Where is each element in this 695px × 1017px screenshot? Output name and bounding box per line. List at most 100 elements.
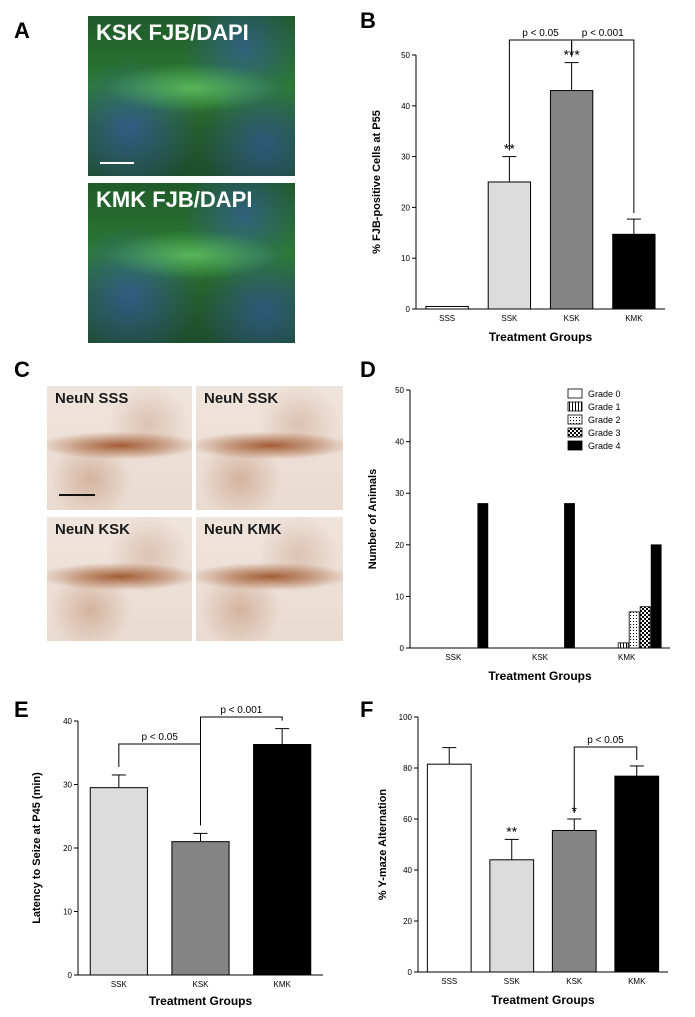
- chart-f-ymaze-alternation: 0 20 40 60 80 100 % Y-maze Alternation Treatmen…: [377, 713, 668, 1007]
- bar-ssk-grade-4: [477, 503, 489, 649]
- panel-letter-a: A: [14, 18, 30, 43]
- legend-swatch: [567, 414, 583, 425]
- x-tick-label: SSK: [445, 653, 462, 662]
- y-tick-label: 0: [406, 305, 411, 314]
- panel-letter-e: E: [14, 697, 29, 722]
- bar-kmk-grade-3: [639, 606, 651, 649]
- micrograph-label: KMK FJB/DAPI: [96, 187, 253, 212]
- bar-kmk-grade-2: [628, 611, 640, 649]
- x-tick-label: KMK: [628, 977, 646, 986]
- x-axis-label: Treatment Groups: [491, 993, 595, 1007]
- bar-ssk: [89, 787, 148, 976]
- micrograph-label: KSK FJB/DAPI: [96, 20, 249, 45]
- bar-ssk: [487, 181, 532, 310]
- x-tick-label: SSK: [501, 314, 518, 323]
- y-tick-label: 0: [68, 971, 73, 980]
- x-tick-label: KSK: [566, 977, 583, 986]
- y-tick-label: 20: [403, 917, 412, 926]
- x-tick-label: SSK: [111, 980, 128, 989]
- bar-sss: [426, 763, 472, 973]
- chart-e-seizure-latency: 0 10 20 30 40 Latency to Seize at P45 (min) Tr…: [31, 705, 323, 1008]
- y-tick-label: 30: [401, 153, 410, 162]
- fjb-micrograph-kmk: KMK FJB/DAPI: [88, 183, 295, 343]
- x-tick-label: SSS: [441, 977, 457, 986]
- chart-b-fjb-positive-cells: 0 10 20 30 40 50 % FJB-positive Cells at P55 Tr…: [371, 28, 665, 344]
- y-axis-label: % Y-maze Alternation: [377, 789, 389, 901]
- y-tick-label: 40: [401, 102, 410, 111]
- bar-ksk: [171, 841, 230, 976]
- y-axis-label: Number of Animals: [367, 469, 379, 569]
- y-tick-label: 100: [399, 713, 413, 722]
- legend-label: Grade 1: [588, 402, 621, 412]
- y-tick-label: 80: [403, 764, 412, 773]
- legend-label: Grade 4: [588, 441, 621, 451]
- bar-kmk: [614, 775, 660, 973]
- comparison-label: p < 0.05: [522, 28, 559, 39]
- bar-kmk: [253, 743, 312, 976]
- x-tick-label: KSK: [564, 314, 581, 323]
- x-tick-label: KSK: [192, 980, 209, 989]
- y-tick-label: 20: [401, 203, 410, 212]
- legend-label: Grade 3: [588, 428, 621, 438]
- y-tick-label: 20: [395, 541, 404, 550]
- comparison-bracket: [573, 746, 638, 813]
- x-axis-label: Treatment Groups: [488, 669, 592, 683]
- comparison-bracket: [200, 716, 283, 826]
- comparison-label: p < 0.001: [582, 28, 624, 39]
- comparison-label: p < 0.001: [220, 705, 262, 716]
- micrograph-label: NeuN SSK: [204, 390, 279, 407]
- legend-swatch: [567, 427, 583, 438]
- comparison-bracket: [571, 39, 635, 214]
- neun-micrograph-sss: NeuN SSS: [47, 386, 192, 510]
- x-tick-label: KMK: [273, 980, 291, 989]
- x-tick-label: KMK: [625, 314, 643, 323]
- y-axis-label: Latency to Seize at P45 (min): [31, 772, 43, 924]
- y-tick-label: 0: [400, 644, 405, 653]
- legend-label: Grade 2: [588, 415, 621, 425]
- panel-letter-d: D: [360, 357, 376, 382]
- y-tick-label: 10: [401, 254, 410, 263]
- panel-letter-b: B: [360, 8, 376, 33]
- y-tick-label: 30: [63, 781, 72, 790]
- y-tick-label: 20: [63, 844, 72, 853]
- x-axis-label: Treatment Groups: [489, 330, 593, 344]
- scale-bar: [100, 162, 134, 164]
- y-tick-label: 50: [395, 386, 404, 395]
- y-tick-label: 10: [63, 908, 72, 917]
- x-tick-label: KSK: [532, 653, 549, 662]
- bar-kmk: [612, 233, 656, 310]
- legend-swatch: [567, 401, 583, 412]
- micrograph-label: NeuN SSS: [55, 390, 129, 407]
- scale-bar: [59, 494, 95, 496]
- y-tick-label: 60: [403, 815, 412, 824]
- y-axis-label: % FJB-positive Cells at P55: [371, 110, 383, 254]
- bar-ksk: [551, 829, 597, 973]
- bar-sss: [425, 305, 469, 310]
- neun-micrograph-ssk: NeuN SSK: [196, 386, 343, 510]
- comparison-label: p < 0.05: [141, 732, 178, 743]
- bar-kmk-grade-1: [617, 642, 629, 649]
- bar-ssk: [489, 859, 535, 973]
- legend-swatch: [567, 440, 583, 451]
- neun-micrograph-ksk: NeuN KSK: [47, 517, 192, 641]
- comparison-label: p < 0.05: [587, 735, 624, 746]
- significance-mark: **: [506, 823, 517, 839]
- panel-letter-c: C: [14, 357, 30, 382]
- micrograph-label: NeuN KMK: [204, 521, 282, 538]
- x-tick-label: SSS: [439, 314, 455, 323]
- y-tick-label: 50: [401, 51, 410, 60]
- bar-ksk: [549, 90, 594, 310]
- y-tick-label: 40: [63, 717, 72, 726]
- bar-kmk-grade-4: [650, 544, 662, 649]
- y-tick-label: 10: [395, 592, 404, 601]
- chart-d-grade-distribution: 0 10 20 30 40 50 Number of Animals Treatment Gr…: [367, 386, 670, 683]
- x-axis-label: Treatment Groups: [149, 994, 253, 1008]
- x-tick-label: KMK: [618, 653, 636, 662]
- bar-ksk-grade-4: [564, 503, 575, 649]
- neun-micrograph-kmk: NeuN KMK: [196, 517, 343, 641]
- legend-swatch: [567, 388, 583, 399]
- panel-letter-f: F: [360, 697, 374, 722]
- x-tick-label: SSK: [504, 977, 521, 986]
- y-tick-label: 30: [395, 489, 404, 498]
- y-tick-label: 40: [403, 866, 412, 875]
